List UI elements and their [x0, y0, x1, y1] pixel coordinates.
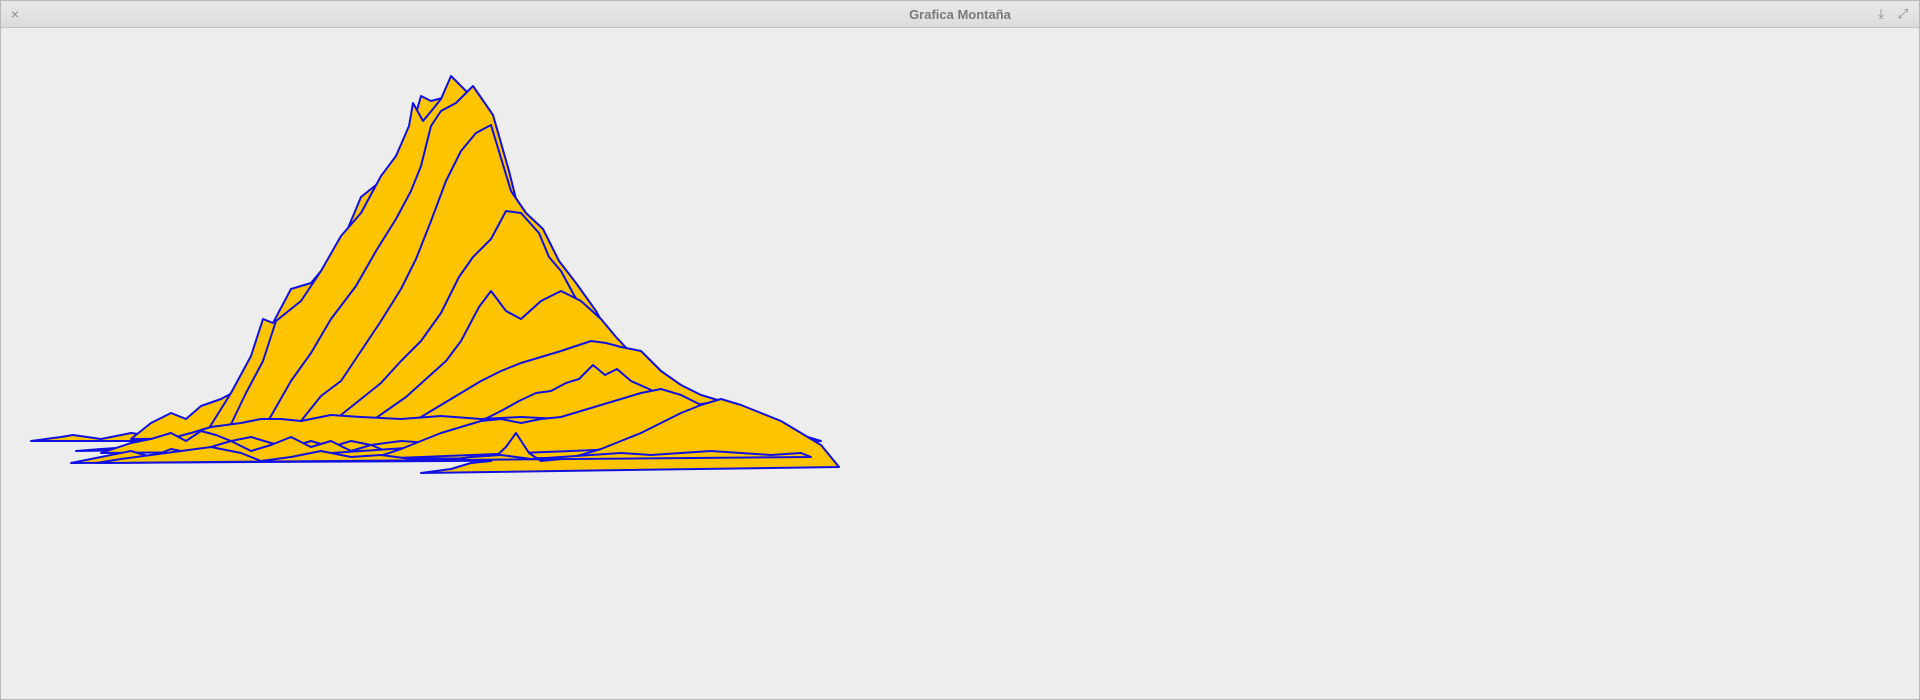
maximize-icon[interactable]: ⤢ — [1897, 6, 1909, 21]
ridge-layer — [95, 446, 812, 464]
mountain-layers — [30, 75, 840, 474]
close-icon[interactable]: × — [10, 6, 20, 22]
mountain-graph — [30, 75, 840, 474]
window-title: Grafica Montaña — [909, 7, 1011, 22]
title-bar[interactable]: Grafica Montaña × ⤓ ⤢ — [1, 1, 1919, 28]
minimize-icon[interactable]: ⤓ — [1878, 6, 1884, 21]
mountain-canvas — [1, 28, 1919, 699]
